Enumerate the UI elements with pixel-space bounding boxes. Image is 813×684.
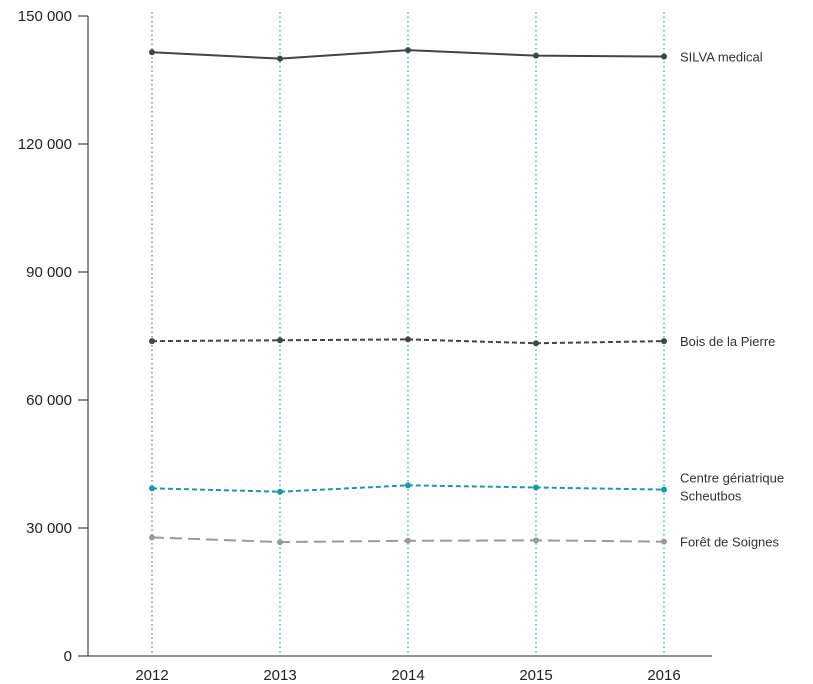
series-group: [149, 47, 667, 546]
data-point: [661, 53, 667, 60]
y-tick-label: 30 000: [26, 520, 72, 537]
data-point: [149, 485, 155, 492]
data-point: [405, 537, 411, 544]
data-point: [277, 539, 283, 546]
data-point: [277, 337, 283, 344]
data-point: [533, 52, 539, 59]
data-point: [149, 49, 155, 56]
x-tick-label: 2013: [263, 667, 296, 684]
data-point: [661, 338, 667, 345]
data-point: [405, 47, 411, 54]
y-tick-label: 150 000: [18, 8, 72, 25]
data-point: [149, 534, 155, 541]
data-point: [661, 486, 667, 493]
y-axis-ticks: 0 30 000 60 000 90 000 120 000 150 000: [18, 8, 88, 665]
x-axis-ticks: 2012 2013 2014 2015 2016: [135, 667, 680, 684]
data-point: [533, 484, 539, 491]
series-labels: SILVA medical Bois de la Pierre Centre gér…: [680, 50, 784, 550]
data-point: [277, 488, 283, 495]
y-tick-label: 0: [64, 648, 72, 665]
x-tick-label: 2012: [135, 667, 168, 684]
x-tick-label: 2014: [391, 667, 424, 684]
data-point: [533, 340, 539, 347]
data-point: [405, 336, 411, 343]
series-label: SILVA medical: [680, 50, 763, 65]
data-point: [405, 482, 411, 489]
series-label: Scheutbos: [680, 489, 742, 504]
y-tick-label: 60 000: [26, 392, 72, 409]
y-tick-label: 120 000: [18, 136, 72, 153]
series-label: Forêt de Soignes: [680, 535, 780, 550]
data-point: [149, 338, 155, 345]
data-point: [533, 537, 539, 544]
series-label: Bois de la Pierre: [680, 334, 775, 349]
y-tick-label: 90 000: [26, 264, 72, 281]
x-tick-label: 2015: [519, 667, 552, 684]
x-tick-label: 2016: [647, 667, 680, 684]
data-point: [277, 55, 283, 62]
data-point: [661, 538, 667, 545]
series-label: Centre gériatrique: [680, 471, 784, 486]
grid-lines: [151, 12, 665, 656]
